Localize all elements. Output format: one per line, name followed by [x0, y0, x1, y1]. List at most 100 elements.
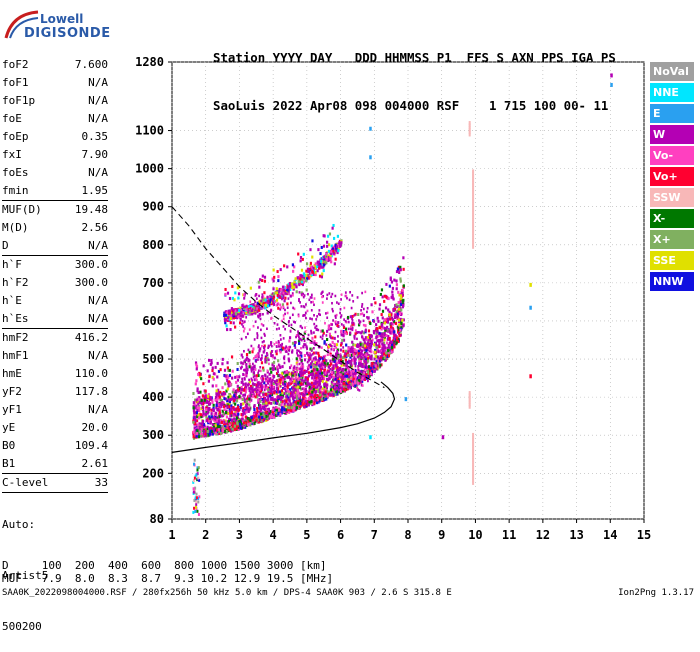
- echo-point: [314, 262, 317, 266]
- echo-point: [350, 353, 354, 357]
- echo-point: [246, 332, 249, 336]
- echo-point: [363, 359, 366, 363]
- echo-point: [312, 351, 315, 355]
- echo-point: [394, 304, 397, 308]
- echo-point: [273, 380, 276, 384]
- echo-point: [284, 389, 288, 393]
- echo-point: [336, 356, 339, 360]
- echo-point: [335, 355, 338, 358]
- echo-point: [319, 368, 323, 372]
- echo-point: [322, 359, 326, 363]
- echo-point: [217, 403, 220, 407]
- echo-point: [396, 267, 400, 271]
- echo-point: [192, 510, 195, 514]
- echo-point: [194, 361, 198, 365]
- echo-point: [387, 349, 390, 353]
- echo-point: [329, 385, 332, 388]
- echo-point: [248, 386, 251, 390]
- echo-point: [402, 284, 405, 288]
- echo-point: [399, 333, 402, 337]
- echo-point: [297, 376, 300, 380]
- echo-point: [330, 260, 333, 264]
- echo-point: [277, 408, 280, 412]
- echo-point: [391, 343, 394, 347]
- echo-point: [249, 419, 252, 423]
- echo-point: [268, 362, 270, 366]
- param-separator: [2, 473, 108, 474]
- echo-point: [196, 432, 199, 436]
- param-value: 110.0: [74, 367, 108, 380]
- echo-point: [307, 269, 310, 273]
- echo-point: [282, 346, 285, 350]
- echo-point: [257, 371, 260, 375]
- echo-point: [334, 363, 338, 367]
- echo-point: [228, 417, 231, 421]
- echo-point: [380, 327, 383, 331]
- echo-point: [231, 397, 234, 401]
- echo-point: [364, 290, 367, 294]
- echo-point: [312, 392, 315, 396]
- echo-point: [352, 381, 356, 385]
- echo-point: [385, 351, 388, 355]
- echo-point: [388, 310, 391, 314]
- echo-point: [397, 309, 400, 313]
- echo-point: [275, 371, 279, 375]
- echo-point: [401, 288, 404, 292]
- echo-point: [304, 387, 307, 391]
- echo-point: [262, 301, 265, 305]
- echo-point: [256, 302, 260, 306]
- echo-point: [302, 387, 305, 391]
- echo-point: [362, 323, 365, 327]
- echo-point: [357, 365, 360, 368]
- echo-point: [321, 334, 324, 337]
- echo-point: [307, 382, 310, 386]
- echo-point: [330, 327, 333, 331]
- echo-point: [244, 374, 247, 377]
- footer-info: SAA0K_2022098004000.RSF / 280fx256h 50 k…: [2, 588, 452, 598]
- echo-point: [243, 293, 245, 297]
- echo-point: [472, 444, 475, 449]
- echo-point: [316, 385, 319, 388]
- echo-point: [357, 331, 360, 334]
- echo-point: [217, 369, 221, 373]
- echo-point: [329, 256, 332, 260]
- echo-point: [301, 387, 304, 391]
- echo-point: [224, 425, 227, 429]
- echo-point: [242, 382, 245, 386]
- echo-point: [222, 391, 225, 395]
- echo-point: [309, 396, 313, 400]
- echo-point: [468, 132, 471, 137]
- echo-point: [324, 390, 327, 394]
- echo-point: [381, 352, 384, 356]
- echo-point: [319, 252, 322, 256]
- echo-point: [233, 417, 236, 421]
- echo-point: [236, 286, 239, 290]
- echo-point: [367, 316, 370, 320]
- echo-point: [235, 408, 238, 412]
- echo-point: [358, 346, 362, 350]
- echo-point: [359, 312, 362, 316]
- echo-point: [241, 323, 243, 326]
- echo-point: [336, 246, 339, 250]
- y-tick-label: 900: [142, 200, 164, 214]
- echo-point: [231, 369, 234, 373]
- echo-point: [287, 345, 290, 349]
- echo-point: [468, 404, 471, 409]
- echo-point: [343, 306, 346, 310]
- echo-point: [348, 372, 351, 376]
- echo-point: [350, 325, 352, 329]
- echo-point: [288, 388, 291, 392]
- echo-point: [392, 345, 395, 349]
- echo-point: [223, 420, 226, 424]
- echo-point: [260, 322, 263, 326]
- echo-point: [193, 426, 196, 430]
- echo-point: [310, 400, 313, 404]
- echo-point: [391, 347, 394, 351]
- echo-point: [217, 391, 220, 395]
- echo-point: [398, 293, 401, 297]
- echo-point: [263, 275, 267, 279]
- echo-point: [198, 397, 201, 401]
- echo-point: [321, 365, 324, 369]
- echo-point: [295, 283, 298, 287]
- echo-point: [259, 399, 262, 403]
